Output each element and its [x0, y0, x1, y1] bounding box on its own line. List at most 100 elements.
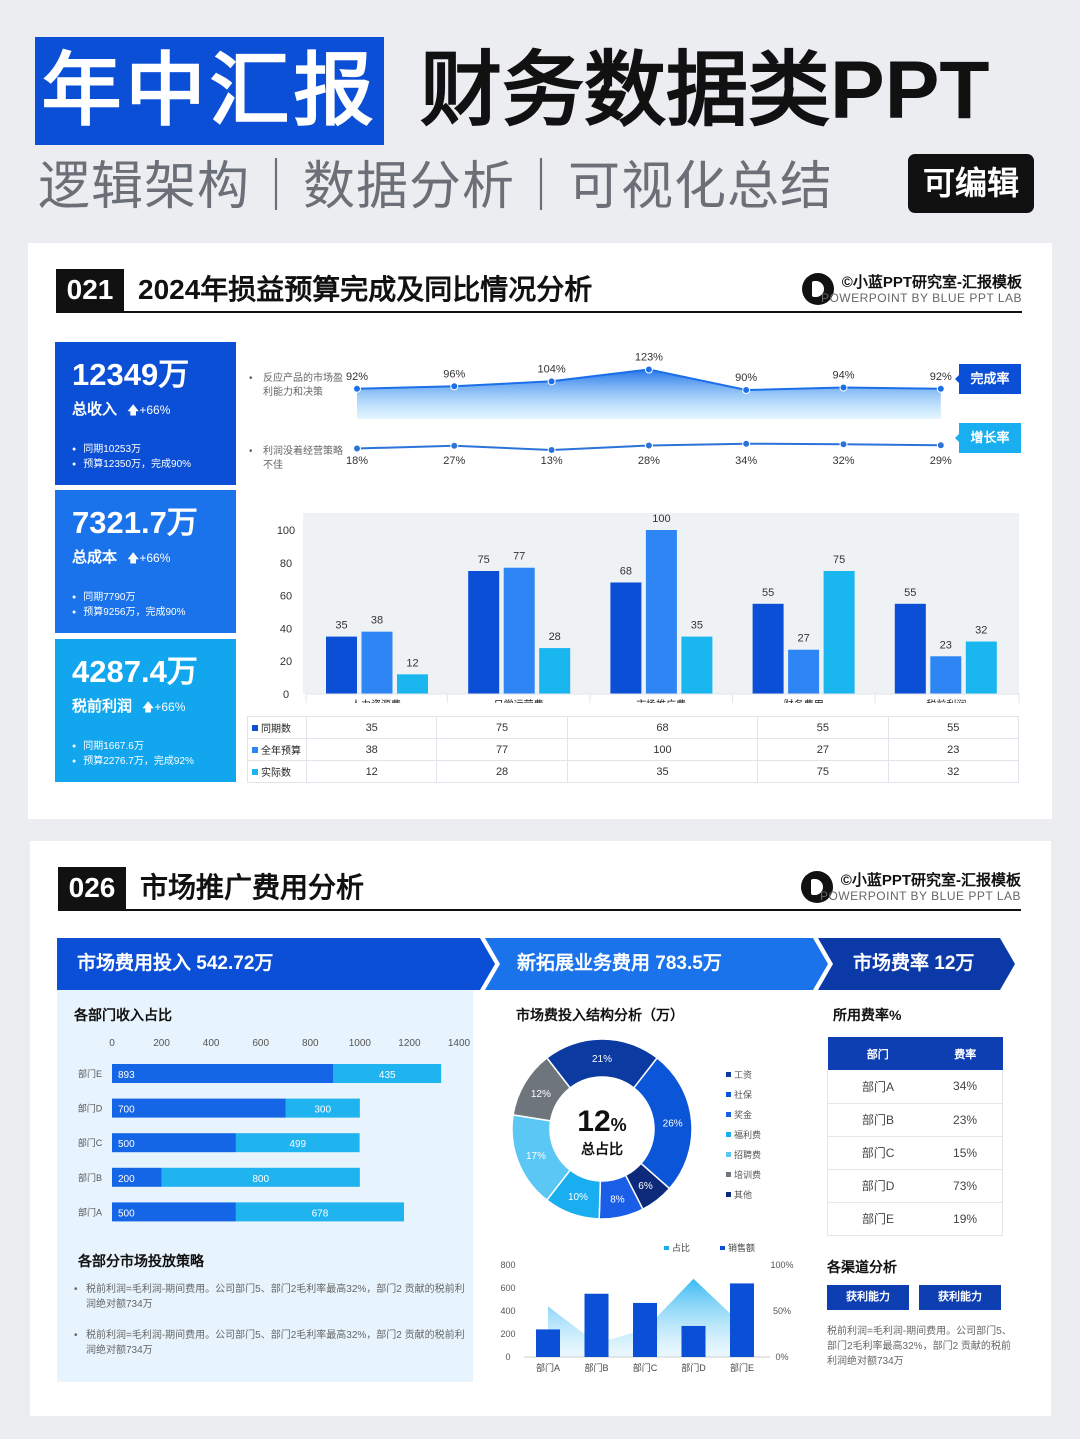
completion-point: [742, 386, 751, 394]
banner-new-business: 新拓展业务费用 783.5万: [517, 953, 722, 974]
category-label: 部门C: [78, 1137, 103, 1148]
bar-segment: [285, 1098, 360, 1118]
dept-cell: 部门A: [827, 1070, 929, 1104]
legend-item: 培训费: [726, 1165, 761, 1185]
donut-center: 12% 总占比: [577, 1107, 627, 1158]
bar: [539, 648, 571, 694]
bar: [326, 636, 357, 694]
bar: [536, 1329, 560, 1357]
growth-point: [936, 441, 945, 450]
y2-tick-label: 100%: [770, 1260, 793, 1270]
profitability-button[interactable]: 获利能力: [919, 1285, 1001, 1310]
bar-value-label: 75: [478, 554, 490, 566]
table-cell: 32: [887, 760, 1020, 783]
banner-shape-2: [485, 938, 828, 990]
page-subtitle: 逻辑架构｜数据分析｜可视化总结: [38, 158, 834, 216]
kpi-label: 总成本: [72, 549, 118, 566]
brand: ©小蓝PPT研究室-汇报模板 POWERPOINT BY BLUE PPT LA…: [791, 869, 1021, 905]
growth-point: [742, 439, 751, 448]
category-label: 部门E: [730, 1362, 754, 1373]
banner-chevrons: [57, 938, 1015, 990]
page-title: 财务数据类PPT: [420, 45, 990, 136]
bar-value-label: 200: [118, 1174, 135, 1185]
dept-cell: 部门E: [827, 1202, 929, 1236]
completion-point: [936, 384, 945, 393]
y-tick-label: 0: [505, 1352, 510, 1362]
bar: [681, 636, 713, 694]
kpi-growth: 🡅+66%: [127, 549, 170, 570]
bar: [361, 631, 393, 694]
growth-label: 32%: [832, 455, 854, 467]
completion-point: [644, 365, 653, 374]
completion-point: [450, 382, 459, 391]
line-chart: 92% 96% 104% 123% 90% 94% 92% 18% 27% 13% 28% 34% 32…: [346, 352, 952, 467]
table-row: 部门B 23%: [827, 1103, 1004, 1137]
bar-value-label: 100: [652, 513, 670, 525]
kpi-growth-value: +66%: [154, 700, 186, 714]
y-tick-label: 200: [500, 1329, 515, 1339]
slide-title: 市场推广费用分析: [140, 872, 365, 903]
bar-value-label: 499: [289, 1139, 306, 1150]
brand-line2: POWERPOINT BY BLUE PPT LAB: [820, 291, 1022, 305]
profitability-button[interactable]: 获利能力: [827, 1285, 909, 1310]
table-cell: 75: [757, 760, 889, 783]
arrow-up-icon: 🡅: [127, 403, 140, 417]
dept-cell: 部门B: [827, 1103, 929, 1137]
bar: [730, 1283, 754, 1357]
table-cell: 55: [887, 716, 1020, 739]
completion-label: 96%: [443, 368, 465, 380]
bar-value-label: 28: [549, 631, 561, 643]
completion-label: 104%: [538, 363, 566, 375]
bar-value-label: 800: [252, 1174, 269, 1185]
category-label: 部门D: [78, 1103, 103, 1114]
bar: [468, 571, 500, 694]
rate-header-dept: 部门: [827, 1037, 929, 1070]
strategy-title: 各部分市场投放策略: [78, 1253, 204, 1269]
table-cell: 77: [436, 738, 568, 761]
kpi-card-cost: 7321.7万 总成本 🡅+66% 同期7790万预算9256万，完成90%: [55, 490, 236, 633]
completion-note: 反应产品的市场盈利能力和决策: [249, 372, 343, 400]
bar-segment: [235, 1133, 360, 1153]
slide-026-panel: 026 市场推广费用分析 ©小蓝PPT研究室-汇报模板 POWERPOINT B…: [30, 841, 1051, 1416]
bar: [681, 1325, 706, 1357]
x-tick-label: 1200: [398, 1038, 421, 1049]
kpi-card-profit: 4287.4万 税前利润 🡅+66% 同期1667.6万预算2276.7万，完成9…: [55, 639, 236, 782]
table-row: 同期数 35 75 68 55 55: [247, 716, 1020, 739]
y-tick-label: 60: [280, 591, 292, 603]
completion-label: 123%: [635, 352, 663, 364]
banner-market-rate: 市场费率 12万: [853, 953, 975, 974]
rate-cell: 34%: [928, 1070, 1004, 1104]
category-label: 部门A: [536, 1362, 560, 1373]
category-label: 日常运营费: [494, 698, 544, 703]
table-row: 全年预算 38 77 100 27 23: [247, 738, 1020, 761]
bar-segment: [112, 1202, 236, 1222]
bar-value-label: 700: [118, 1105, 135, 1116]
completion-label: 94%: [832, 370, 854, 382]
bar: [752, 603, 784, 694]
kpi-note: 同期10253万: [72, 442, 236, 457]
legend-item: 其他: [726, 1185, 761, 1205]
category-label: 市场推广费: [636, 698, 686, 703]
completion-pill: 完成率: [955, 364, 1021, 394]
bar-value-label: 500: [118, 1208, 135, 1219]
donut-center-label: 总占比: [581, 1141, 623, 1157]
donut-center-value: 12: [577, 1105, 611, 1138]
rate-header-rate: 费率: [928, 1037, 1003, 1070]
legend-item: 福利费: [726, 1125, 761, 1145]
kpi-note: 预算9256万，完成90%: [72, 605, 236, 620]
x-tick-label: 1000: [349, 1038, 372, 1049]
kpi-card-revenue: 12349万 总收入 🡅+66% 同期10253万预算12350万，完成90%: [55, 342, 236, 485]
editable-badge[interactable]: 可编辑: [908, 154, 1034, 213]
bar: [823, 571, 855, 694]
combo-chart: 0 200 400 600 800 0% 50% 100% 部门A 部门B 部门C 部门D 部门E 占比 销…: [500, 1242, 793, 1373]
category-label: 部门B: [78, 1172, 102, 1183]
bar-value-label: 32: [975, 625, 987, 637]
brand-logo-icon: [802, 273, 834, 305]
kpi-label: 总收入: [72, 401, 118, 418]
y-tick-label: 20: [280, 656, 292, 668]
bar: [788, 649, 820, 694]
category-label: 部门D: [681, 1362, 706, 1373]
legend-item: 工资: [726, 1065, 761, 1085]
row-label: 同期数: [247, 716, 307, 739]
category-label: 财务费用: [784, 698, 824, 703]
